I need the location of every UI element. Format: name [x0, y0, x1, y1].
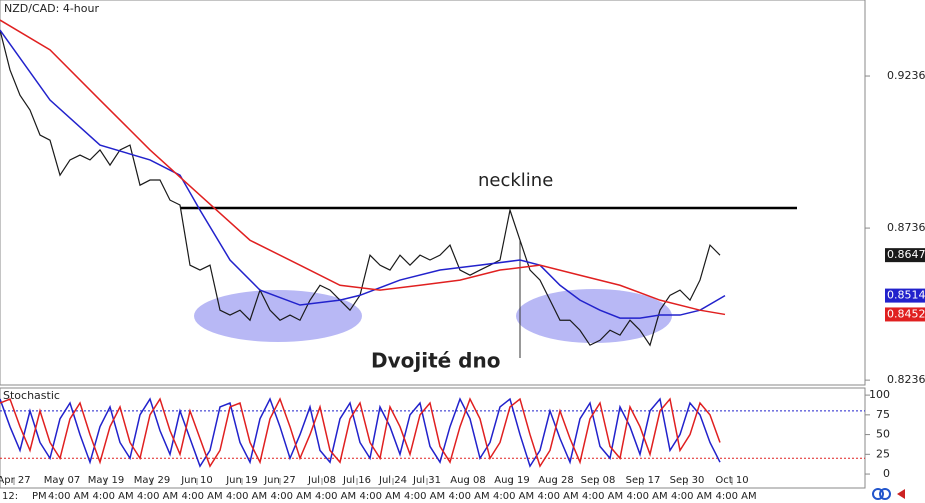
annotation: neckline [478, 170, 553, 191]
last-value-label: 0.8647 [887, 248, 925, 261]
time-label: 4:00 AM [449, 491, 490, 502]
last-value-box [885, 248, 925, 263]
last-value-box [885, 288, 925, 303]
stoch-panel [0, 387, 866, 489]
series-line [0, 29, 726, 319]
last-value-label: 0.8514 [887, 289, 925, 302]
time-label: 4:00 AM [93, 491, 134, 502]
x-tick-label: Jun 10 [180, 475, 213, 486]
y-tick-label: 25 [876, 447, 890, 460]
time-label: 4:00 AM [627, 491, 668, 502]
time-label: 4:00 AM [538, 491, 579, 502]
time-label: 4:00 AM [671, 491, 712, 502]
time-label: 4:00 AM [315, 491, 356, 502]
y-tick-label: 0 [883, 467, 890, 480]
x-tick-label: Jul 16 [342, 475, 371, 486]
x-tick-label: Sep 17 [626, 475, 661, 486]
stoch-title-bg [1, 389, 56, 403]
time-label: 4:00 AM [493, 491, 534, 502]
time-label: 4:00 AM [582, 491, 623, 502]
x-tick-label: Apr 27 [0, 475, 31, 486]
y-tick-label: 0.8236 [887, 373, 925, 386]
series-line [0, 19, 726, 316]
x-tick-label: May 19 [88, 475, 125, 486]
x-tick-label: May 29 [134, 475, 171, 486]
x-tick-label: Jun 19 [225, 475, 258, 486]
y-tick-label: 0.9236 [887, 69, 925, 82]
series-line [0, 397, 721, 468]
x-tick-label: Jul 08 [307, 475, 336, 486]
y-tick-label: 75 [876, 408, 890, 421]
time-label: PM [32, 491, 47, 502]
x-tick-label: Oct 10 [715, 475, 748, 486]
time-label: 4:00 AM [226, 491, 267, 502]
y-tick-label: 0.8736 [887, 221, 925, 234]
x-tick-label: Jul 31 [412, 475, 441, 486]
time-label: 4:00 AM [137, 491, 178, 502]
footer-icons [872, 488, 905, 500]
x-tick-label: Aug 08 [450, 475, 485, 486]
last-value-label: 0.8452 [887, 307, 925, 320]
bottom-ellipse [516, 289, 672, 343]
stoch-title: Stochastic [3, 389, 60, 402]
time-label: 4:00 AM [716, 491, 757, 502]
x-tick-label: Aug 28 [538, 475, 573, 486]
x-tick-label: Sep 08 [581, 475, 616, 486]
y-tick-label: 100 [869, 388, 890, 401]
x-tick-label: Aug 19 [494, 475, 529, 486]
y-tick-label: 50 [876, 428, 890, 441]
time-label: 12: [2, 491, 18, 502]
time-label: 4:00 AM [48, 491, 89, 502]
title-bg [1, 1, 96, 17]
main-panel [0, 0, 866, 386]
time-label: 4:00 AM [360, 491, 401, 502]
time-label: 4:00 AM [271, 491, 312, 502]
x-tick-label: Jul 24 [378, 475, 407, 486]
time-label: 4:00 AM [182, 491, 223, 502]
chart-title: NZD/CAD: 4-hour [4, 2, 99, 15]
x-tick-label: May 07 [44, 475, 81, 486]
x-tick-label: Sep 30 [670, 475, 705, 486]
x-tick-label: Jun 27 [263, 475, 296, 486]
annotation: Dvojité dno [371, 349, 500, 373]
last-value-box [885, 307, 925, 322]
series-line [0, 397, 721, 468]
bottom-ellipse [194, 290, 362, 342]
time-label: 4:00 AM [404, 491, 445, 502]
